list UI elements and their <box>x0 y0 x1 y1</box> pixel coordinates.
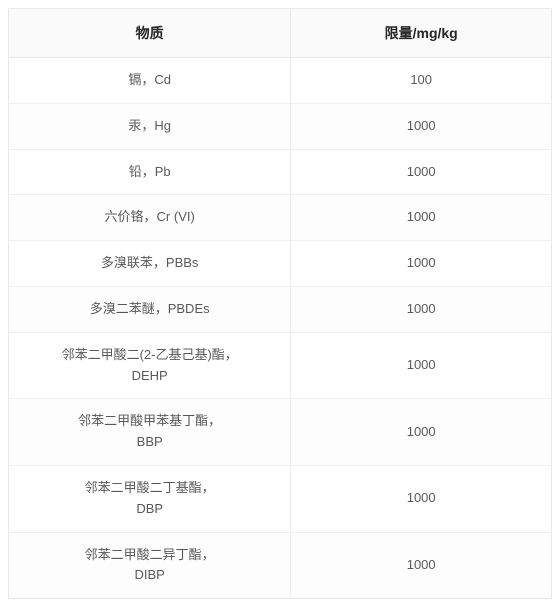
cell-substance: 邻苯二甲酸二丁基酯， DBP <box>9 465 291 532</box>
table-row: 邻苯二甲酸二(2-乙基己基)酯， DEHP 1000 <box>9 332 552 399</box>
table-row: 六价铬，Cr (VI) 1000 <box>9 195 552 241</box>
cell-substance: 邻苯二甲酸二异丁酯， DIBP <box>9 532 291 599</box>
table-header-row: 物质 限量/mg/kg <box>9 9 552 58</box>
table-row: 镉，Cd 100 <box>9 58 552 104</box>
column-header-substance: 物质 <box>9 9 291 58</box>
cell-substance: 镉，Cd <box>9 58 291 104</box>
cell-substance: 多溴二苯醚，PBDEs <box>9 286 291 332</box>
cell-substance: 邻苯二甲酸二(2-乙基己基)酯， DEHP <box>9 332 291 399</box>
cell-limit: 1000 <box>291 286 552 332</box>
substance-limit-table: 物质 限量/mg/kg 镉，Cd 100 汞，Hg 1000 铅，Pb 1000… <box>8 8 552 599</box>
cell-limit: 1000 <box>291 465 552 532</box>
table-row: 汞，Hg 1000 <box>9 103 552 149</box>
cell-substance: 邻苯二甲酸甲苯基丁酯， BBP <box>9 399 291 466</box>
table-row: 邻苯二甲酸二丁基酯， DBP 1000 <box>9 465 552 532</box>
table-row: 多溴二苯醚，PBDEs 1000 <box>9 286 552 332</box>
cell-substance: 汞，Hg <box>9 103 291 149</box>
table-row: 多溴联苯，PBBs 1000 <box>9 241 552 287</box>
cell-limit: 1000 <box>291 149 552 195</box>
cell-substance: 铅，Pb <box>9 149 291 195</box>
table-row: 铅，Pb 1000 <box>9 149 552 195</box>
cell-limit: 100 <box>291 58 552 104</box>
cell-limit: 1000 <box>291 241 552 287</box>
cell-limit: 1000 <box>291 332 552 399</box>
cell-limit: 1000 <box>291 399 552 466</box>
column-header-limit: 限量/mg/kg <box>291 9 552 58</box>
cell-substance: 六价铬，Cr (VI) <box>9 195 291 241</box>
cell-limit: 1000 <box>291 195 552 241</box>
table-row: 邻苯二甲酸甲苯基丁酯， BBP 1000 <box>9 399 552 466</box>
cell-limit: 1000 <box>291 103 552 149</box>
cell-limit: 1000 <box>291 532 552 599</box>
cell-substance: 多溴联苯，PBBs <box>9 241 291 287</box>
table-row: 邻苯二甲酸二异丁酯， DIBP 1000 <box>9 532 552 599</box>
